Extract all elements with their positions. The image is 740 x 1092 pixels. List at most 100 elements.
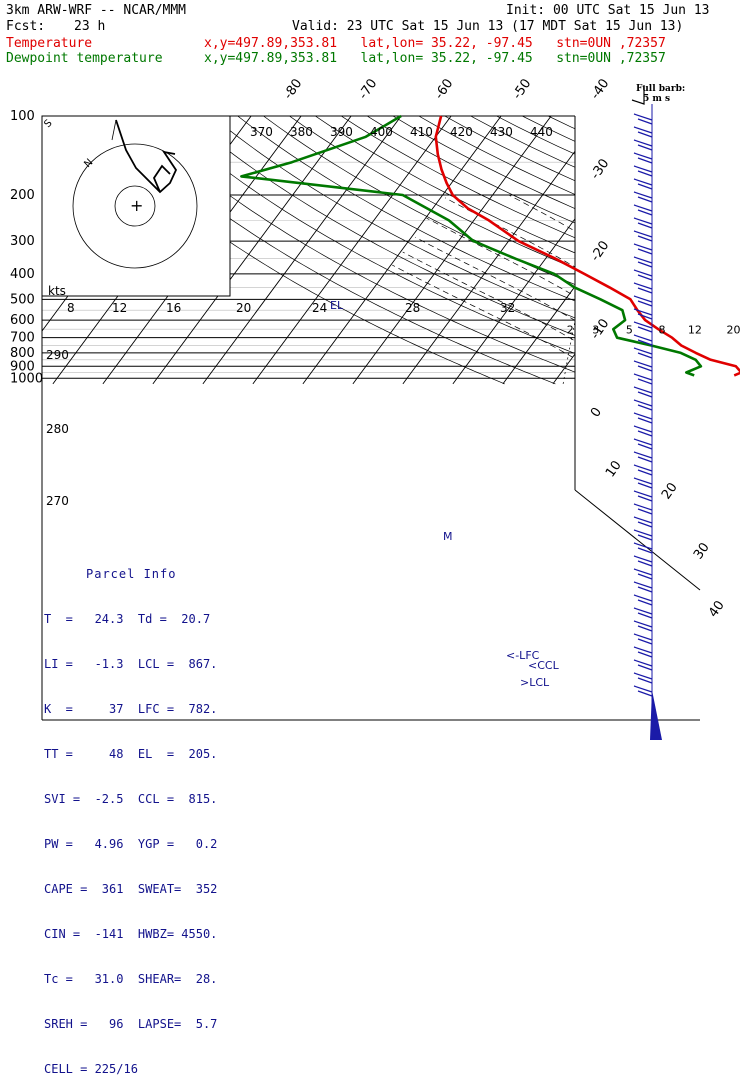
- hodograph-speed-label: 32: [500, 301, 515, 315]
- pressure-tick-label: 300: [10, 234, 35, 249]
- dry-adiabat: [522, 116, 740, 384]
- moist-adiabat: [589, 195, 740, 378]
- wind-barb: [634, 140, 652, 150]
- wind-barb: [634, 504, 652, 514]
- hodograph-speed-label: 12: [112, 301, 127, 315]
- wind-barb: [634, 361, 652, 371]
- wind-barb: [634, 517, 652, 527]
- wind-barb: [634, 465, 652, 475]
- wind-barb: [634, 296, 652, 306]
- pressure-tick-label: 500: [10, 292, 35, 307]
- wind-barb: [634, 621, 652, 631]
- parcel-row: PW = 4.96 YGP = 0.2: [44, 837, 240, 852]
- pressure-tick-label: 400: [10, 267, 35, 282]
- isotherm-label: -60: [432, 76, 456, 102]
- isotherm-label: -40: [588, 76, 612, 102]
- parcel-row: Tc = 31.0 SHEAR= 28.: [44, 972, 240, 987]
- wind-barb: [634, 673, 652, 683]
- hodograph-speed-label: 8: [67, 301, 75, 315]
- theta-label: 410: [410, 125, 433, 139]
- isotherm-label: 0: [588, 405, 605, 420]
- theta-label: 380: [290, 125, 313, 139]
- isotherm-label: 10: [603, 458, 625, 480]
- isotherm-line: [553, 104, 740, 384]
- mixing-ratio-label: 2: [567, 324, 574, 337]
- mixing-ratio-label: 12: [688, 324, 702, 337]
- wind-barb: [634, 166, 652, 176]
- wind-barb: [634, 608, 652, 618]
- temperature-legend: Temperature: [6, 36, 92, 51]
- parcel-row: LI = -1.3 LCL = 867.: [44, 657, 240, 672]
- valid-time: Valid: 23 UTC Sat 15 Jun 13 (17 MDT Sat …: [292, 19, 683, 34]
- theta-label: 430: [490, 125, 513, 139]
- dry-adiabat: [419, 116, 740, 384]
- forecast-label: Fcst:: [6, 19, 45, 34]
- isotherm-line: [703, 104, 740, 384]
- wind-barb: [634, 595, 652, 605]
- isotherm-line: [603, 104, 740, 384]
- wind-barb: [634, 634, 652, 644]
- hodograph-speed-label: 20: [236, 301, 251, 315]
- wind-barb: [634, 660, 652, 670]
- isotherm-label: -30: [588, 156, 612, 182]
- parcel-row: SREH = 96 LAPSE= 5.7: [44, 1017, 240, 1032]
- parcel-row: CIN = -141 HWBZ= 4550.: [44, 927, 240, 942]
- hodograph-units: kts: [48, 284, 66, 298]
- wind-barb: [634, 257, 652, 267]
- wind-barb: [634, 205, 652, 215]
- init-time: Init: 00 UTC Sat 15 Jun 13: [506, 3, 710, 18]
- parcel-row: T = 24.3 Td = 20.7: [44, 612, 240, 627]
- wind-barb-legend-title: Full barb:: [636, 84, 685, 94]
- dewpoint-location: x,y=497.89,353.81 lat,lon= 35.22, -97.45…: [204, 51, 666, 66]
- isotherm-label: -70: [356, 76, 380, 102]
- level-annotation: <CCL: [528, 659, 560, 672]
- wind-barb: [634, 244, 652, 254]
- dry-adiabat: [212, 116, 740, 384]
- dry-adiabat: [600, 116, 740, 384]
- wind-barb: [634, 556, 652, 566]
- wind-barb: [634, 231, 652, 241]
- dry-adiabat: [315, 116, 740, 384]
- parcel-row: TT = 48 EL = 205.: [44, 747, 240, 762]
- pressure-tick-label: 1000: [10, 371, 43, 386]
- isotherm-label: 30: [691, 540, 713, 562]
- pressure-tick-label: 700: [10, 331, 35, 346]
- wind-barb: [634, 686, 652, 696]
- dry-adiabat: [393, 116, 740, 384]
- wind-barb: [634, 218, 652, 228]
- isotherm-label: 40: [706, 598, 728, 620]
- parcel-row: SVI = -2.5 CCL = 815.: [44, 792, 240, 807]
- pressure-tick-label: 200: [10, 188, 35, 203]
- wind-barb: [634, 179, 652, 189]
- isotherm-label: -20: [588, 238, 612, 264]
- wind-barb: [634, 478, 652, 488]
- wind-barb: [634, 582, 652, 592]
- level-annotation: EL: [330, 299, 344, 312]
- wind-barb: [634, 283, 652, 293]
- wind-barb: [634, 439, 652, 449]
- forecast-hour: 23 h: [74, 19, 105, 34]
- dry-adiabat: [289, 116, 740, 384]
- theta-label: 280: [46, 422, 69, 436]
- theta-label: 270: [46, 494, 69, 508]
- pressure-tick-label: 100: [10, 109, 35, 124]
- wind-barb-legend-value: 5 m s: [643, 94, 670, 104]
- moist-adiabat: [427, 218, 683, 378]
- mixing-ratio-label: 8: [658, 324, 665, 337]
- mixing-ratio-label: 20: [727, 324, 740, 337]
- hodograph-speed-label: 24: [312, 301, 327, 315]
- isotherm-line: [403, 104, 610, 384]
- moist-adiabat: [509, 195, 732, 378]
- parcel-row: CAPE = 361 SWEAT= 352: [44, 882, 240, 897]
- wind-barb: [634, 647, 652, 657]
- wind-barb: [634, 348, 652, 358]
- dewpoint-legend: Dewpoint temperature: [6, 51, 163, 66]
- wind-barb: [634, 530, 652, 540]
- wind-barb: [634, 452, 652, 462]
- wind-barb: [634, 491, 652, 501]
- wind-barb: [634, 426, 652, 436]
- theta-label: 290: [46, 348, 69, 362]
- wind-barb: [634, 400, 652, 410]
- wind-barb: [634, 153, 652, 163]
